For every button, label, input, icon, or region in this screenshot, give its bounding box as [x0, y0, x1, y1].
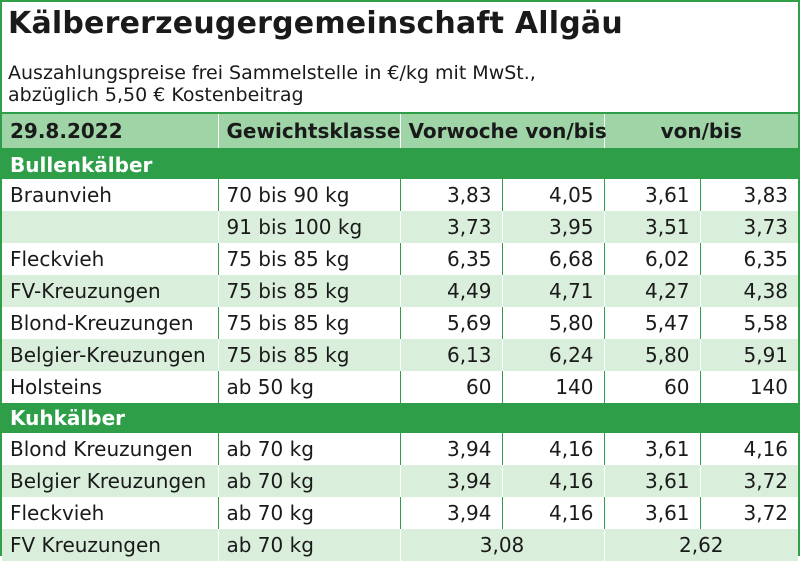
weight-class-cell: ab 70 kg [217, 465, 400, 497]
breed-cell: Belgier-Kreuzungen [2, 339, 218, 371]
table-row: Blond-Kreuzungen 75 bis 85 kg 5,69 5,80 5,47… [2, 307, 799, 339]
weight-class-cell: ab 50 kg [217, 371, 400, 403]
prev-week-from-cell: 6,13 [399, 339, 502, 371]
table-row: Holsteins ab 50 kg 60 140 60 140 [2, 371, 799, 403]
section-row: Bullenkälber [2, 149, 799, 179]
table-row: Braunvieh 70 bis 90 kg 3,83 4,05 3,61 3,83 [2, 179, 799, 211]
breed-cell [2, 211, 218, 243]
weight-class-cell: 70 bis 90 kg [217, 179, 400, 211]
prev-week-to-cell: 5,80 [501, 307, 605, 339]
table-row: Fleckvieh ab 70 kg 3,94 4,16 3,61 3,72 [2, 497, 799, 529]
weight-class-cell: ab 70 kg [217, 529, 400, 561]
current-from-cell: 3,61 [603, 433, 701, 465]
current-from-cell: 3,61 [603, 179, 701, 211]
prev-week-price-cell: 3,08 [399, 529, 605, 561]
section-label: Bullenkälber [2, 149, 799, 179]
table-row: FV-Kreuzungen 75 bis 85 kg 4,49 4,71 4,27 4,3… [2, 275, 799, 307]
weight-class-cell: ab 70 kg [217, 433, 400, 465]
current-to-cell: 4,38 [699, 275, 799, 307]
current-to-cell: 5,91 [699, 339, 799, 371]
header-row: 29.8.2022 Gewichtsklasse Vorwoche von/bi… [2, 112, 799, 150]
prev-week-from-cell: 60 [399, 371, 502, 403]
current-from-cell: 3,51 [603, 211, 701, 243]
current-to-cell: 3,73 [699, 211, 799, 243]
current-to-cell: 3,83 [699, 179, 799, 211]
prev-week-from-cell: 5,69 [399, 307, 502, 339]
prev-week-to-cell: 4,05 [501, 179, 605, 211]
breed-cell: FV Kreuzungen [2, 529, 218, 561]
prev-week-to-cell: 4,16 [501, 433, 605, 465]
table-row: Blond Kreuzungen ab 70 kg 3,94 4,16 3,61 4,16 [2, 433, 799, 465]
prev-week-to-cell: 6,68 [501, 243, 605, 275]
header-date: 29.8.2022 [2, 112, 218, 150]
prev-week-to-cell: 3,95 [501, 211, 605, 243]
header-current: von/bis [603, 112, 799, 150]
header-weight-class: Gewichtsklasse [217, 112, 400, 150]
current-from-cell: 3,61 [603, 465, 701, 497]
prev-week-from-cell: 3,94 [399, 465, 502, 497]
current-from-cell: 3,61 [603, 497, 701, 529]
table-row: FV Kreuzungen ab 70 kg 3,08 2,62 [2, 529, 799, 561]
breed-cell: Holsteins [10, 375, 103, 399]
table-row: Belgier-Kreuzungen 75 bis 85 kg 6,13 6,24 5,… [2, 339, 799, 371]
current-to-cell: 4,16 [699, 433, 799, 465]
weight-class-cell: 75 bis 85 kg [217, 339, 400, 371]
prev-week-from-cell: 4,49 [399, 275, 502, 307]
table-row: Fleckvieh 75 bis 85 kg 6,35 6,68 6,02 6,35 [2, 243, 799, 275]
prev-week-from-cell: 3,83 [399, 179, 502, 211]
prev-week-to-cell: 4,71 [501, 275, 605, 307]
price-table: 29.8.2022 Gewichtsklasse Vorwoche von/bi… [2, 112, 799, 561]
current-from-cell: 4,27 [603, 275, 701, 307]
breed-cell: Belgier Kreuzungen [2, 465, 218, 497]
current-from-cell: 6,02 [603, 243, 701, 275]
prev-week-to-cell: 140 [501, 371, 605, 403]
page-subtitle: Auszahlungspreise frei Sammelstelle in €… [8, 62, 536, 106]
breed-cell: Fleckvieh [10, 501, 105, 525]
current-from-cell: 5,80 [603, 339, 701, 371]
section-row: Kuhkälber [2, 403, 799, 433]
section-label: Kuhkälber [2, 403, 799, 433]
weight-class-cell: ab 70 kg [217, 497, 400, 529]
weight-class-cell: 75 bis 85 kg [217, 243, 400, 275]
current-from-cell: 60 [603, 371, 701, 403]
prev-week-from-cell: 3,94 [399, 497, 502, 529]
page-title: Kälbererzeugergemeinschaft Allgäu [8, 6, 623, 41]
current-to-cell: 140 [699, 371, 799, 403]
table-row: 91 bis 100 kg 3,73 3,95 3,51 3,73 [2, 211, 799, 243]
breed-cell: Braunvieh [10, 183, 112, 207]
subtitle-line-1: Auszahlungspreise frei Sammelstelle in €… [8, 62, 536, 84]
subtitle-line-2: abzüglich 5,50 € Kostenbeitrag [8, 84, 304, 106]
current-from-cell: 5,47 [603, 307, 701, 339]
prev-week-from-cell: 3,73 [399, 211, 502, 243]
prev-week-to-cell: 6,24 [501, 339, 605, 371]
current-to-cell: 3,72 [699, 465, 799, 497]
breed-cell: Blond Kreuzungen [10, 437, 193, 461]
prev-week-from-cell: 6,35 [399, 243, 502, 275]
weight-class-cell: 91 bis 100 kg [217, 211, 400, 243]
prev-week-from-cell: 3,94 [399, 433, 502, 465]
breed-cell: Blond-Kreuzungen [10, 311, 194, 335]
current-to-cell: 6,35 [699, 243, 799, 275]
weight-class-cell: 75 bis 85 kg [217, 307, 400, 339]
header-prev-week: Vorwoche von/bis [399, 112, 607, 150]
current-price-cell: 2,62 [603, 529, 799, 561]
prev-week-to-cell: 4,16 [501, 497, 605, 529]
prev-week-to-cell: 4,16 [501, 465, 605, 497]
breed-cell: FV-Kreuzungen [2, 275, 218, 307]
breed-cell: Fleckvieh [10, 247, 105, 271]
current-to-cell: 3,72 [699, 497, 799, 529]
table-row: Belgier Kreuzungen ab 70 kg 3,94 4,16 3,61 3,… [2, 465, 799, 497]
weight-class-cell: 75 bis 85 kg [217, 275, 400, 307]
current-to-cell: 5,58 [699, 307, 799, 339]
